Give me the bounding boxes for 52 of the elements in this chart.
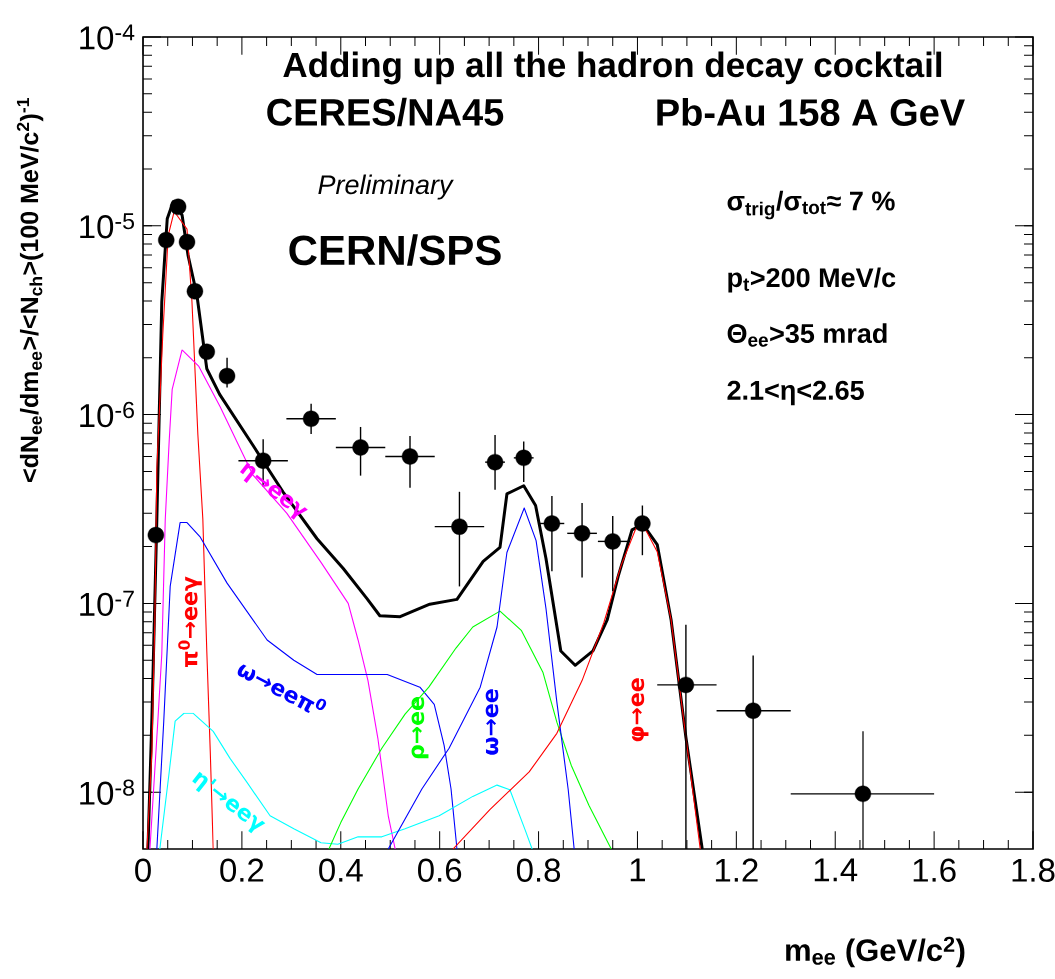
x-tick-label: 1 <box>630 858 646 882</box>
text: π$^{0}$→eeγ <box>178 576 202 668</box>
y-tick-label: 10$^{-8}$ <box>80 779 134 805</box>
point <box>158 231 175 249</box>
x-tick-label: 0 <box>135 858 151 882</box>
annotation: Preliminary <box>318 174 454 200</box>
x-tick-label: 0.6 <box>418 858 462 882</box>
x-tick-label: 0.8 <box>516 858 561 882</box>
point <box>169 198 187 216</box>
point <box>218 367 236 385</box>
y-tick-label: 10$^{-7}$ <box>80 590 134 617</box>
annotation: p$_{t}$>200 MeV/c <box>728 267 896 293</box>
annotation: Pb-Au 158 A GeV <box>657 98 965 126</box>
x-tick-label: 0.4 <box>319 858 363 882</box>
point <box>634 515 651 532</box>
chart-title: Adding up all the hadron decay cocktail <box>283 51 942 85</box>
text: ρ→ee <box>411 697 429 759</box>
point <box>515 449 532 467</box>
text: φ→ee <box>631 678 649 742</box>
y-tick-label: 10$^{-4}$ <box>80 24 135 50</box>
point <box>543 515 561 532</box>
point <box>604 533 621 550</box>
annotation: 2.1<η<2.65 <box>727 380 864 406</box>
x-tick-label: 0.2 <box>220 858 264 882</box>
point <box>451 518 468 535</box>
annotation: Θ$_{ee}$>35 mrad <box>727 323 887 347</box>
y-tick-label: 10$^{-6}$ <box>80 401 134 428</box>
point <box>401 448 419 465</box>
x-tick-label: 1.8 <box>1012 858 1055 882</box>
annotation: CERN/SPS <box>289 234 501 266</box>
point <box>147 526 165 544</box>
annotation: σ$_{trig}$/σ$_{tot}$≈ 7 % <box>727 190 895 220</box>
x-tick-label: 1.4 <box>814 858 858 882</box>
y-tick-label: 10$^{-5}$ <box>80 213 134 239</box>
point <box>677 676 695 694</box>
line-series <box>149 349 396 850</box>
point <box>302 410 320 427</box>
x-tick-label: 1.6 <box>913 858 956 882</box>
point <box>352 439 369 456</box>
text: <dN$_{ee}$/dm$_{ee}$>/<N$_{ch}$>(100 MeV/c$^{2}$)$^{-1}$ <box>16 98 44 482</box>
x-tick-label: 1.2 <box>715 858 758 882</box>
point <box>486 453 504 471</box>
point <box>854 785 872 803</box>
line-series <box>328 610 612 850</box>
point <box>573 525 591 542</box>
point <box>186 283 204 300</box>
point <box>744 702 762 719</box>
point <box>198 343 215 361</box>
text: ω→ee <box>485 689 499 755</box>
x-axis-title: m$_{ee}$ (GeV/c$^{2}$) <box>786 936 965 968</box>
annotation: CERES/NA45 <box>267 97 504 127</box>
point <box>178 233 196 251</box>
